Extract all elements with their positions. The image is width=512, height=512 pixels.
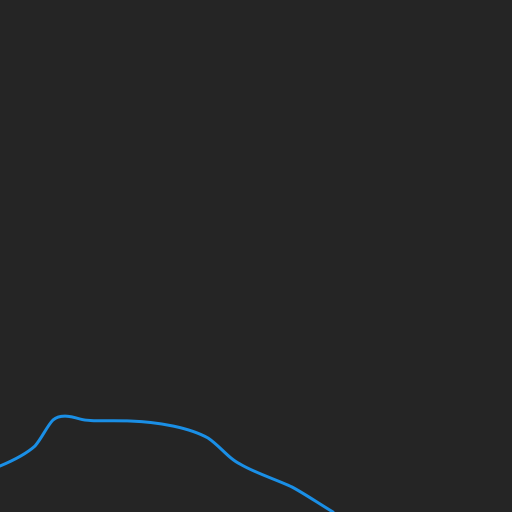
route-line [0,414,335,512]
